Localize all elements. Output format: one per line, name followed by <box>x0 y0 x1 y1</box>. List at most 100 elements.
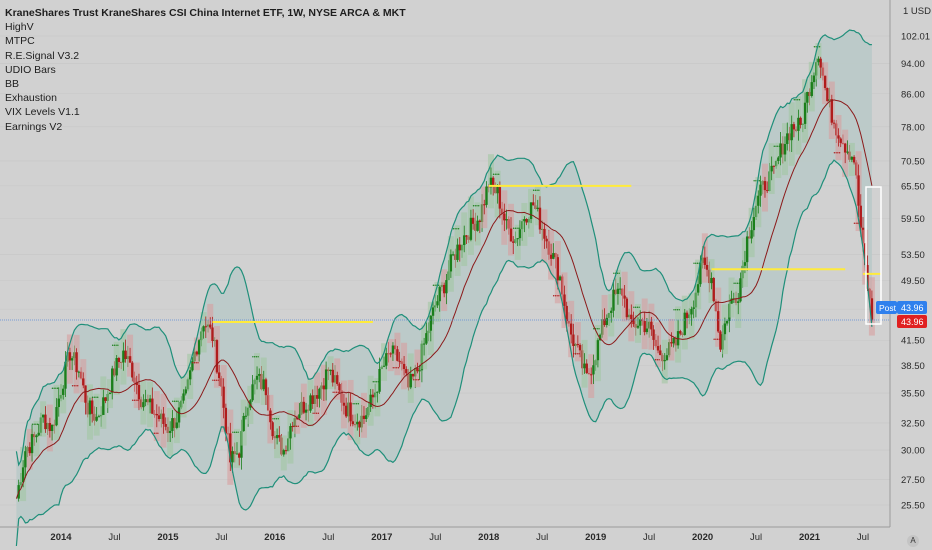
candle-body <box>251 384 254 401</box>
candle-body <box>498 187 502 209</box>
candle-body <box>723 323 727 335</box>
candle-body <box>763 181 767 191</box>
chart-title[interactable]: KraneShares Trust KraneShares CSI China … <box>5 7 406 19</box>
time-tick-label: Jul <box>750 532 762 543</box>
candle-body <box>389 353 392 355</box>
candle-body <box>478 220 482 223</box>
candle-body <box>371 394 375 398</box>
candle-body <box>197 340 201 355</box>
candle-body <box>832 122 836 124</box>
candle-body <box>75 352 78 373</box>
candle-body <box>830 99 834 123</box>
post-value: 43.96 <box>901 303 924 313</box>
candle-body <box>28 447 32 454</box>
price-tick-label: 70.50 <box>901 156 925 167</box>
time-tick-label: 2021 <box>799 532 821 543</box>
signal-dots: •••• <box>593 326 600 332</box>
auto-scale-button[interactable]: A <box>907 535 919 547</box>
indicator-earnings[interactable]: Earnings V2 <box>5 120 63 133</box>
candle-body <box>111 368 114 393</box>
candle-body <box>699 262 702 285</box>
candle-body <box>209 324 212 328</box>
candle-body <box>471 217 475 224</box>
signal-dots: •••• <box>192 360 199 366</box>
signal-dots: •••• <box>713 337 720 343</box>
candle-body <box>77 371 81 373</box>
candle-body <box>739 278 742 302</box>
candle-body <box>685 312 689 319</box>
indicator-vix-levels[interactable]: VIX Levels V1.1 <box>5 106 80 119</box>
candle-body <box>569 323 573 335</box>
candle-body <box>656 346 660 351</box>
candle-body <box>819 58 822 68</box>
post-badge: Post 43.96 <box>876 301 927 314</box>
candle-body <box>576 343 580 345</box>
candle-body <box>244 415 248 417</box>
bollinger-lower-line <box>15 159 873 547</box>
candle-body <box>826 88 829 102</box>
candle-body <box>391 345 395 354</box>
time-tick-label: Jul <box>215 532 227 543</box>
signal-dots: •••• <box>312 411 319 417</box>
time-tick-label: Jul <box>108 532 120 543</box>
time-axis[interactable]: 2014 Jul 2015 Jul 2016 Jul 2017 Jul 2018 Jul 2019 J… <box>0 526 890 543</box>
signal-dots: •••• <box>633 305 640 311</box>
signal-dots: •••• <box>473 204 480 210</box>
candle-body <box>231 451 234 463</box>
candle-body <box>258 373 261 376</box>
candle-body <box>757 195 760 206</box>
candle-body <box>839 138 842 143</box>
indicator-highv[interactable]: HighV <box>5 21 34 34</box>
candle-body <box>271 422 274 437</box>
candle-body <box>516 238 519 240</box>
candle-body <box>351 421 355 425</box>
indicator-mtpc[interactable]: MTPC <box>5 35 35 48</box>
price-axis[interactable]: 1 USD 102.01 94.00 86.00 78.00 70.50 65.50 59.5… <box>889 0 931 527</box>
candle-body <box>396 349 399 361</box>
price-tick-label: 94.00 <box>901 59 925 70</box>
candle-body <box>866 265 869 289</box>
candle-body <box>483 204 486 206</box>
indicator-bb[interactable]: BB <box>5 78 20 91</box>
candle-body <box>779 143 782 158</box>
candle-body <box>509 228 513 242</box>
candle-body <box>445 280 448 294</box>
candle-body <box>558 276 562 281</box>
candle-body <box>349 402 352 422</box>
candle-body <box>803 102 807 124</box>
candle-body <box>623 295 626 299</box>
signal-dots: •••• <box>753 178 760 184</box>
candle-body <box>365 415 368 420</box>
candle-body <box>55 407 58 426</box>
candle-body <box>64 361 67 389</box>
signal-dots: •••• <box>773 144 780 150</box>
candle-body <box>302 401 306 413</box>
candle-body <box>598 334 602 341</box>
candle-body <box>376 391 379 393</box>
candle-body <box>843 143 847 153</box>
signal-dots: •••• <box>31 422 38 428</box>
candle-body <box>545 238 548 242</box>
candle-body <box>255 375 259 380</box>
candle-body <box>37 432 40 436</box>
candle-body <box>189 370 192 380</box>
candle-body <box>716 311 720 332</box>
candle-body <box>342 402 346 406</box>
candle-body <box>745 236 749 263</box>
candle-body <box>603 319 606 326</box>
candle-body <box>398 360 401 362</box>
candle-body <box>115 358 118 376</box>
signal-dots: •••• <box>252 354 259 360</box>
indicator-udio-bars[interactable]: UDIO Bars <box>5 63 56 76</box>
candle-body <box>204 326 208 328</box>
candle-body <box>44 414 47 430</box>
candle-body <box>605 317 609 326</box>
candle-body <box>122 350 125 363</box>
price-tick-label: 41.50 <box>901 336 925 347</box>
candle-body <box>144 399 147 403</box>
indicator-exhaustion[interactable]: Exhaustion <box>5 92 57 105</box>
time-tick-label: Jul <box>536 532 548 543</box>
indicator-resignal[interactable]: R.E.Signal V3.2 <box>5 49 80 62</box>
candle-body <box>636 325 640 328</box>
